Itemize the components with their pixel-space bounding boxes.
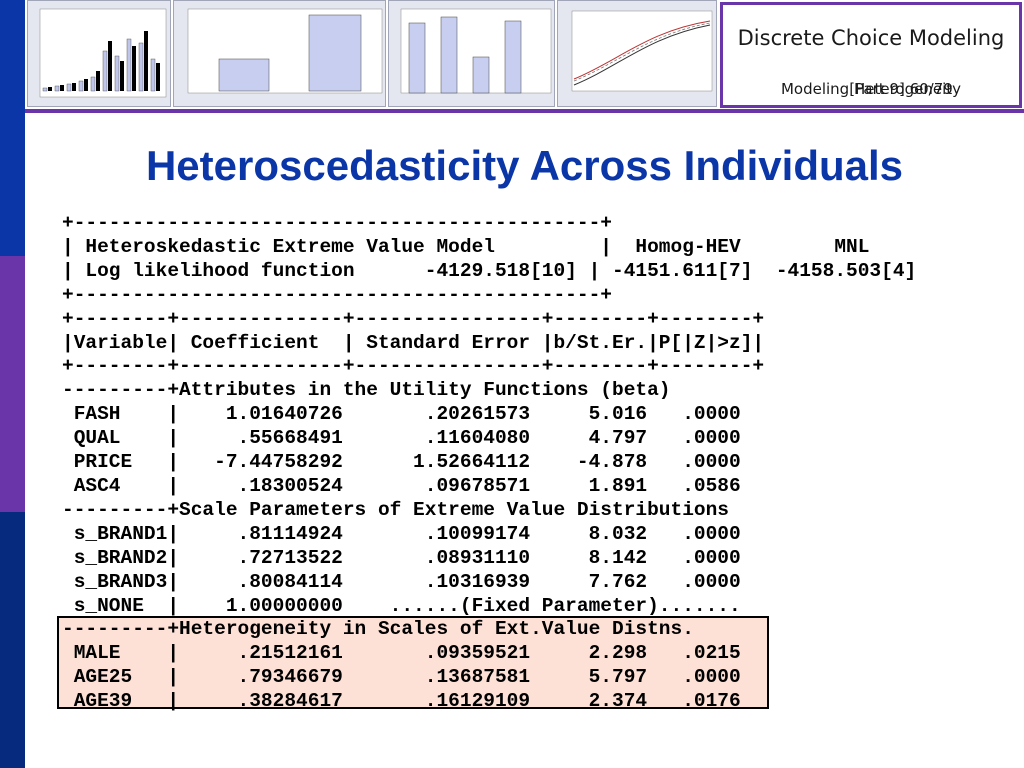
title-box: Discrete Choice Modeling Modeling Hetero… (720, 2, 1022, 108)
left-strip-top (0, 0, 25, 256)
output-line: PRICE | -7.44758292 1.52664112 -4.878 .0… (62, 451, 741, 474)
slide-number: [Part 9] 60/79 (849, 80, 953, 98)
output-line: | Heteroskedastic Extreme Value Model | … (62, 235, 870, 258)
slide-title: Heteroscedasticity Across Individuals (145, 142, 904, 189)
course-title: Discrete Choice Modeling (737, 26, 1005, 50)
output-line: +---------------------------------------… (62, 283, 612, 306)
thumbnail-line-chart (557, 0, 717, 107)
highlight-line: AGE25 | .79346679 .13687581 5.797 .0000 (62, 665, 741, 688)
model-output: +---------------------------------------… (62, 212, 916, 618)
heterogeneity-output: ---------+Heterogeneity in Scales of Ext… (62, 618, 741, 714)
output-line: s_NONE | 1.00000000 ......(Fixed Paramet… (62, 594, 741, 617)
thumbnail-histogram (27, 0, 171, 107)
highlight-line: AGE39 | .38284617 .16129109 2.374 .0176 (62, 689, 741, 712)
header-divider (25, 109, 1024, 113)
section-subtitle: Modeling Heterogeneity (780, 80, 962, 98)
output-line: +--------+--------------+---------------… (62, 355, 765, 378)
output-line: |Variable| Coefficient | Standard Error … (62, 331, 765, 354)
output-line: ---------+Scale Parameters of Extreme Va… (62, 498, 730, 521)
left-strip-middle (0, 256, 25, 512)
thumbnail-column-chart (388, 0, 555, 107)
output-line: s_BRAND3| .80084114 .10316939 7.762 .000… (62, 570, 741, 593)
output-line: s_BRAND2| .72713522 .08931110 8.142 .000… (62, 546, 741, 569)
output-line: +---------------------------------------… (62, 212, 612, 234)
output-line: +--------+--------------+---------------… (62, 307, 765, 330)
output-line: ASC4 | .18300524 .09678571 1.891 .0586 (62, 474, 741, 497)
left-strip-bottom (0, 512, 25, 768)
highlight-line: ---------+Heterogeneity in Scales of Ext… (62, 618, 694, 640)
highlight-line: MALE | .21512161 .09359521 2.298 .0215 (62, 641, 741, 664)
thumbnail-bar-chart (173, 0, 386, 107)
output-line: FASH | 1.01640726 .20261573 5.016 .0000 (62, 403, 741, 426)
output-line: ---------+Attributes in the Utility Func… (62, 379, 671, 402)
output-line: QUAL | .55668491 .11604080 4.797 .0000 (62, 427, 741, 450)
highlight-box (57, 616, 769, 709)
output-line: s_BRAND1| .81114924 .10099174 8.032 .000… (62, 522, 741, 545)
output-line: | Log likelihood function -4129.518[10] … (62, 259, 917, 282)
